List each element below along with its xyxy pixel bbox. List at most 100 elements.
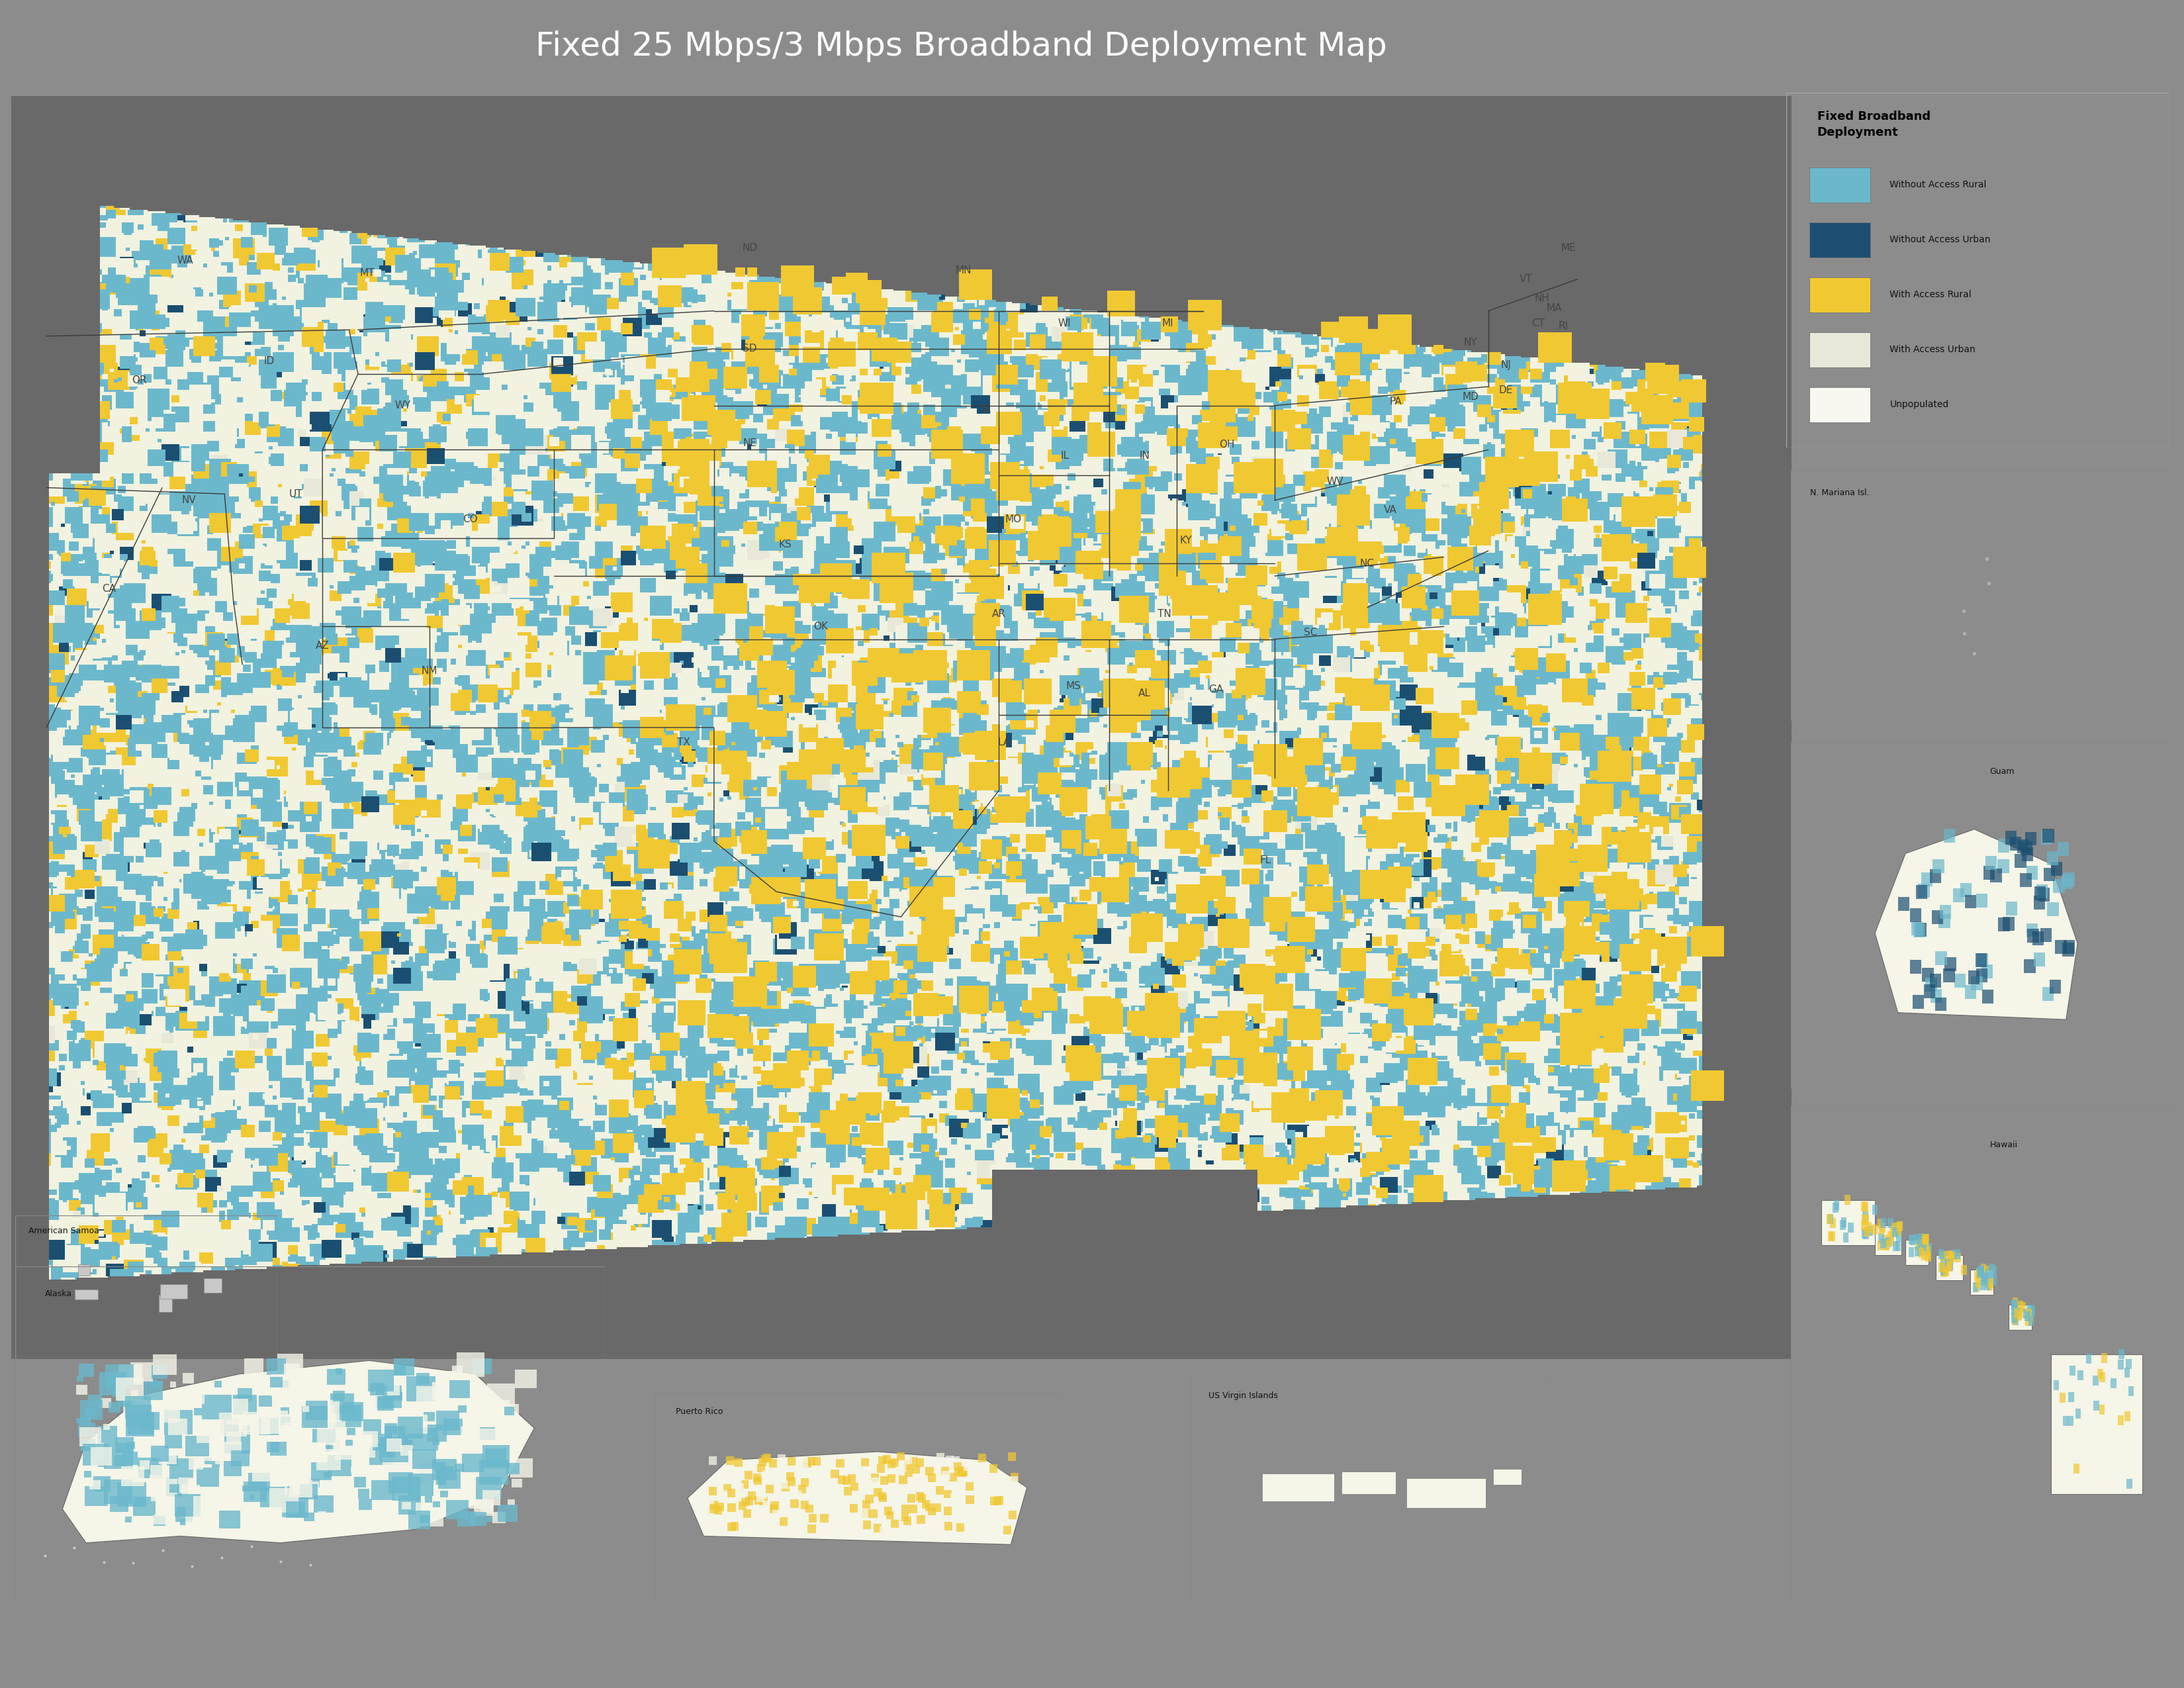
Bar (926, 1502, 933, 1511)
Bar (1841, 1217, 1848, 1227)
Bar (734, 1458, 743, 1467)
Bar (511, 1479, 522, 1487)
Bar (242, 1482, 266, 1502)
Bar (81, 1440, 94, 1452)
Bar (817, 1492, 823, 1501)
Bar (131, 1391, 138, 1396)
Bar (1828, 1231, 1832, 1241)
Text: Puerto Rico: Puerto Rico (675, 1408, 723, 1416)
Bar (799, 1485, 806, 1494)
Bar (96, 1426, 118, 1443)
Text: Fixed Broadband
Deployment: Fixed Broadband Deployment (1817, 111, 1931, 138)
Bar (79, 1264, 90, 1276)
Bar (1939, 1263, 1946, 1273)
Bar (133, 1497, 155, 1516)
Bar (860, 1458, 869, 1467)
Text: OR: OR (131, 375, 146, 385)
Bar (2127, 1386, 2134, 1396)
Bar (965, 1496, 974, 1504)
Bar (188, 1457, 203, 1469)
Bar (1939, 1266, 1946, 1276)
Bar (288, 1477, 312, 1497)
Bar (871, 1474, 878, 1482)
Bar (904, 1516, 911, 1524)
Bar (478, 1460, 509, 1485)
Bar (1983, 1273, 1987, 1283)
Bar (378, 1396, 393, 1408)
Bar (808, 1524, 815, 1533)
Bar (863, 1472, 871, 1480)
Bar (1828, 1214, 1832, 1224)
Bar (1922, 967, 1933, 982)
Bar (1944, 957, 1957, 971)
Bar (1896, 1225, 1902, 1236)
Bar (1944, 829, 1955, 842)
Bar (793, 1491, 802, 1499)
Bar (1987, 1273, 1994, 1283)
Bar (269, 1487, 299, 1512)
Bar (863, 1521, 871, 1529)
Bar (2025, 959, 2035, 972)
Bar (2005, 901, 2018, 915)
Bar (1987, 1278, 1994, 1288)
Bar (1896, 1241, 1900, 1251)
Bar (959, 1467, 965, 1475)
Bar (443, 1371, 456, 1382)
Bar (1977, 954, 1987, 967)
Bar (1885, 1241, 1889, 1251)
Bar (260, 1436, 282, 1455)
Bar (312, 1482, 319, 1487)
Bar (965, 1482, 974, 1491)
Bar (149, 1463, 159, 1474)
Bar (85, 1485, 107, 1506)
Bar (2018, 1300, 2022, 1310)
Bar (236, 1492, 245, 1499)
Bar (847, 1526, 856, 1534)
Bar (1911, 908, 1922, 922)
Bar (802, 1479, 808, 1487)
Bar (328, 1445, 334, 1450)
Bar (1915, 923, 1926, 937)
Text: IA: IA (981, 405, 992, 414)
Text: American Samoa: American Samoa (28, 1227, 98, 1236)
Bar (1878, 1219, 1883, 1229)
Bar (314, 1458, 330, 1472)
Bar (280, 1381, 288, 1388)
Bar (762, 1470, 771, 1479)
Bar (753, 1474, 762, 1482)
Bar (363, 1420, 380, 1435)
Bar (1002, 1526, 1011, 1534)
Bar (1830, 1231, 1835, 1241)
Bar (839, 1475, 845, 1484)
Bar (2033, 932, 2044, 945)
Bar (413, 1462, 432, 1480)
Bar (743, 1497, 749, 1506)
Bar (203, 1394, 232, 1420)
Bar (376, 1386, 402, 1408)
Bar (909, 1504, 917, 1512)
Bar (943, 1523, 952, 1531)
Bar (926, 1467, 933, 1475)
Bar (1920, 1241, 1924, 1251)
Bar (2025, 1312, 2031, 1322)
Bar (317, 1511, 325, 1519)
Text: IL: IL (1061, 451, 1068, 461)
Bar (887, 1460, 895, 1469)
Bar (1406, 1479, 1485, 1507)
Bar (454, 1463, 463, 1472)
Bar (393, 1359, 415, 1376)
Bar (301, 1399, 328, 1421)
Bar (387, 1438, 402, 1452)
Bar (1843, 1232, 1848, 1242)
Bar (166, 1477, 188, 1497)
Bar (1946, 1259, 1952, 1269)
Bar (2042, 987, 2053, 1001)
Bar (480, 1393, 496, 1406)
Bar (404, 1440, 413, 1448)
Bar (266, 1442, 280, 1453)
Bar (480, 1502, 494, 1514)
Bar (2055, 940, 2066, 954)
Bar (369, 1443, 395, 1465)
Bar (836, 1458, 845, 1467)
Bar (424, 1411, 435, 1421)
